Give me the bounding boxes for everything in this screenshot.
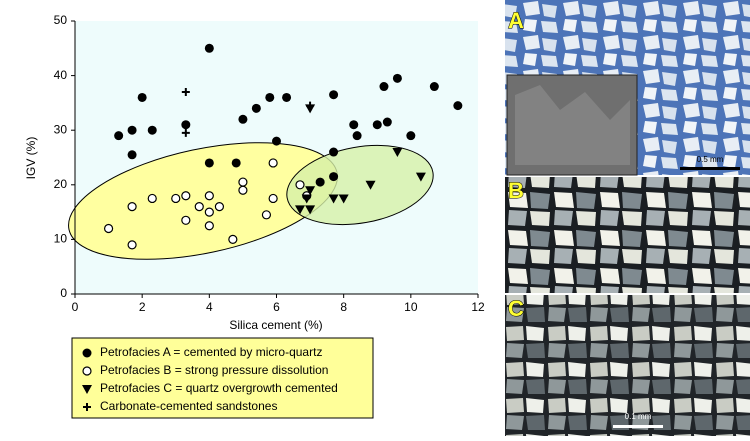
panel-label: B [508, 178, 524, 203]
panel-label: A [508, 8, 524, 33]
point [268, 158, 278, 168]
point [265, 92, 275, 102]
point [406, 131, 416, 141]
point [379, 82, 389, 92]
point [305, 205, 316, 215]
legend-label: Carbonate-cemented sandstones [100, 399, 277, 413]
legend-marker [83, 403, 91, 411]
point [204, 43, 214, 53]
group-c-ellipse [286, 144, 434, 226]
point [295, 180, 305, 190]
point [137, 92, 147, 102]
point [147, 193, 157, 204]
y-tick-label: 40 [54, 68, 68, 82]
point [114, 131, 124, 141]
panel-label: C [508, 296, 524, 321]
point [171, 193, 181, 204]
x-tick-label: 10 [404, 300, 418, 314]
micrograph-b [505, 177, 750, 293]
legend-label: Petrofacies B = strong pressure dissolut… [100, 363, 328, 377]
y-tick-label: 20 [54, 177, 68, 191]
point [329, 172, 339, 182]
point [194, 202, 204, 212]
point [261, 210, 272, 220]
point [349, 120, 359, 130]
point [238, 114, 248, 124]
point [272, 136, 281, 146]
point [415, 172, 426, 182]
point [204, 221, 214, 231]
scale-bar [613, 425, 663, 428]
point [329, 90, 339, 100]
point [301, 194, 312, 204]
x-tick-label: 12 [471, 300, 485, 314]
point [338, 194, 349, 204]
legend-marker [82, 366, 92, 376]
point [127, 125, 137, 135]
point [295, 205, 306, 215]
point [103, 223, 114, 234]
y-tick-label: 50 [54, 13, 68, 27]
scale-bar [680, 167, 740, 170]
point [238, 177, 248, 187]
y-tick-label: 0 [60, 286, 67, 300]
point [382, 117, 392, 127]
point [127, 202, 137, 212]
point [453, 101, 463, 111]
x-tick-label: 6 [273, 300, 280, 314]
point [127, 150, 137, 160]
x-axis-title: Silica cement (%) [229, 318, 322, 332]
point [305, 186, 316, 196]
point [282, 92, 292, 102]
legend-label: Petrofacies A = cemented by micro-quartz [100, 345, 322, 359]
legend-marker [82, 348, 92, 358]
legend-label: Petrofacies C = quartz overgrowth cement… [100, 381, 338, 395]
point [329, 147, 339, 157]
scale-label: 0.1 mm [625, 412, 652, 421]
point [352, 131, 362, 141]
point [228, 234, 238, 244]
micrograph-c [505, 295, 750, 436]
point [268, 193, 278, 204]
point [315, 177, 325, 187]
point [372, 120, 382, 130]
point [251, 103, 261, 113]
point [214, 202, 225, 212]
x-tick-label: 4 [206, 300, 213, 314]
point [306, 101, 315, 110]
legend-box [71, 337, 374, 419]
point [204, 191, 214, 201]
point [231, 158, 241, 168]
point [365, 180, 376, 190]
point [127, 240, 137, 250]
x-tick-label: 8 [340, 300, 347, 314]
y-tick-label: 30 [54, 122, 68, 136]
point [181, 215, 191, 225]
point [204, 158, 214, 168]
point [204, 207, 214, 217]
scale-label: 0.5 mm [697, 155, 724, 164]
y-tick-label: 10 [54, 232, 68, 246]
point [392, 148, 403, 158]
point [147, 125, 157, 135]
point [238, 185, 248, 195]
point [181, 87, 190, 96]
legend-marker [82, 385, 92, 394]
point [392, 73, 402, 83]
point [429, 82, 439, 92]
point [181, 128, 190, 137]
x-tick-label: 2 [139, 300, 146, 314]
x-tick-label: 0 [72, 300, 79, 314]
point [328, 194, 339, 204]
y-axis-title: IGV (%) [24, 137, 38, 180]
sem-texture [515, 85, 630, 165]
point [181, 191, 191, 201]
point [181, 120, 191, 130]
